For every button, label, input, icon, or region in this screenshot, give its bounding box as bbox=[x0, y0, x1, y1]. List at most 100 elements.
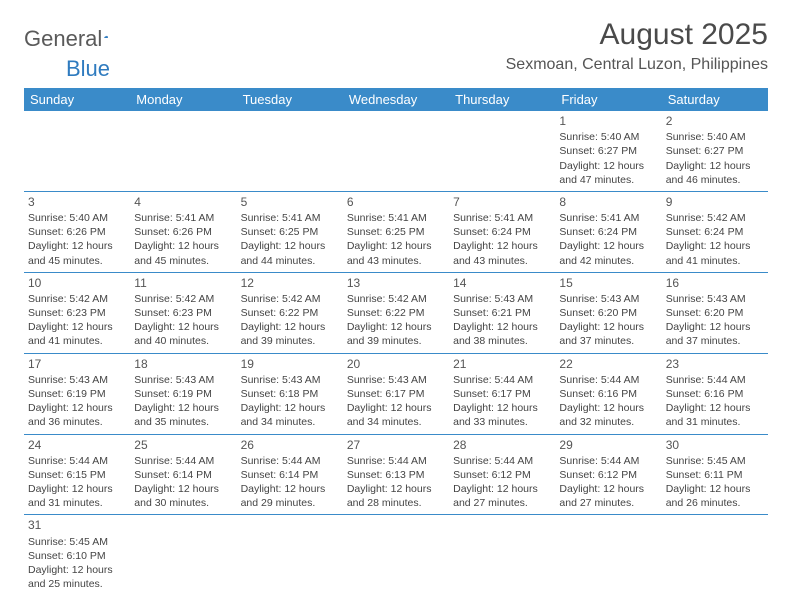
calendar-week-row: 24 Sunrise: 5:44 AM Sunset: 6:15 PM Dayligh… bbox=[24, 434, 768, 515]
cell-line-sunset: Sunset: 6:26 PM bbox=[28, 225, 126, 239]
day-number: 9 bbox=[666, 194, 764, 210]
cell-line-sunrise: Sunrise: 5:42 AM bbox=[241, 292, 339, 306]
cell-line-sunset: Sunset: 6:25 PM bbox=[347, 225, 445, 239]
calendar-cell: 22Sunrise: 5:44 AMSunset: 6:16 PMDayligh… bbox=[555, 353, 661, 434]
cell-line-sunset: Sunset: 6:19 PM bbox=[28, 387, 126, 401]
cell-line-sunrise: Sunrise: 5:40 AM bbox=[666, 130, 764, 144]
cell-line-day2: and 38 minutes. bbox=[453, 334, 551, 348]
cell-line-sunset: Sunset: 6:24 PM bbox=[453, 225, 551, 239]
cell-line-sunset: Sunset: 6:13 PM bbox=[347, 468, 445, 482]
calendar-cell: 3Sunrise: 5:40 AMSunset: 6:26 PMDaylight… bbox=[24, 191, 130, 272]
cell-line-day2: and 47 minutes. bbox=[559, 173, 657, 187]
cell-line-sunrise: Sunrise: 5:43 AM bbox=[453, 292, 551, 306]
day-header: Wednesday bbox=[343, 88, 449, 111]
cell-line-sunset: Sunset: 6:24 PM bbox=[559, 225, 657, 239]
day-number: 23 bbox=[666, 356, 764, 372]
flag-icon bbox=[104, 29, 108, 45]
cell-line-day2: and 28 minutes. bbox=[347, 496, 445, 510]
cell-line-sunset: Sunset: 6:15 PM bbox=[28, 468, 126, 482]
month-title: August 2025 bbox=[506, 18, 768, 52]
cell-line-day1: Daylight: 12 hours bbox=[134, 320, 232, 334]
cell-line-day2: and 25 minutes. bbox=[28, 577, 126, 591]
calendar-cell: 1Sunrise: 5:40 AMSunset: 6:27 PMDaylight… bbox=[555, 111, 661, 191]
day-number: 24 bbox=[28, 437, 126, 453]
cell-line-day2: and 41 minutes. bbox=[666, 254, 764, 268]
calendar-week-row: 3Sunrise: 5:40 AMSunset: 6:26 PMDaylight… bbox=[24, 191, 768, 272]
cell-line-day2: and 37 minutes. bbox=[559, 334, 657, 348]
cell-line-sunset: Sunset: 6:19 PM bbox=[134, 387, 232, 401]
day-number: 21 bbox=[453, 356, 551, 372]
cell-line-day1: Daylight: 12 hours bbox=[666, 239, 764, 253]
day-number: 5 bbox=[241, 194, 339, 210]
cell-line-day1: Daylight: 12 hours bbox=[666, 482, 764, 496]
calendar-cell bbox=[343, 111, 449, 191]
cell-line-day2: and 34 minutes. bbox=[347, 415, 445, 429]
calendar-cell: 16Sunrise: 5:43 AMSunset: 6:20 PMDayligh… bbox=[662, 272, 768, 353]
calendar-cell: 28Sunrise: 5:44 AMSunset: 6:12 PMDayligh… bbox=[449, 434, 555, 515]
calendar-cell: 8Sunrise: 5:41 AMSunset: 6:24 PMDaylight… bbox=[555, 191, 661, 272]
cell-line-day2: and 35 minutes. bbox=[134, 415, 232, 429]
cell-line-day1: Daylight: 12 hours bbox=[134, 239, 232, 253]
calendar-cell bbox=[24, 111, 130, 191]
day-number: 18 bbox=[134, 356, 232, 372]
day-number: 15 bbox=[559, 275, 657, 291]
cell-line-day2: and 43 minutes. bbox=[453, 254, 551, 268]
day-number: 3 bbox=[28, 194, 126, 210]
calendar-cell: 11Sunrise: 5:42 AMSunset: 6:23 PMDayligh… bbox=[130, 272, 236, 353]
cell-line-day1: Daylight: 12 hours bbox=[559, 401, 657, 415]
cell-line-day1: Daylight: 12 hours bbox=[134, 482, 232, 496]
calendar-cell bbox=[555, 515, 661, 595]
day-number: 26 bbox=[241, 437, 339, 453]
calendar-cell: 31Sunrise: 5:45 AMSunset: 6:10 PMDayligh… bbox=[24, 515, 130, 595]
day-header: Thursday bbox=[449, 88, 555, 111]
day-header: Friday bbox=[555, 88, 661, 111]
cell-line-day1: Daylight: 12 hours bbox=[28, 239, 126, 253]
cell-line-sunset: Sunset: 6:20 PM bbox=[666, 306, 764, 320]
cell-line-sunrise: Sunrise: 5:44 AM bbox=[453, 373, 551, 387]
cell-line-day1: Daylight: 12 hours bbox=[559, 482, 657, 496]
cell-line-day1: Daylight: 12 hours bbox=[134, 401, 232, 415]
cell-line-sunset: Sunset: 6:22 PM bbox=[347, 306, 445, 320]
day-header: Sunday bbox=[24, 88, 130, 111]
day-header: Monday bbox=[130, 88, 236, 111]
calendar-cell bbox=[343, 515, 449, 595]
cell-line-sunset: Sunset: 6:12 PM bbox=[453, 468, 551, 482]
cell-line-sunset: Sunset: 6:27 PM bbox=[559, 144, 657, 158]
cell-line-sunset: Sunset: 6:18 PM bbox=[241, 387, 339, 401]
cell-line-day2: and 45 minutes. bbox=[134, 254, 232, 268]
cell-line-sunset: Sunset: 6:17 PM bbox=[453, 387, 551, 401]
cell-line-day2: and 39 minutes. bbox=[241, 334, 339, 348]
cell-line-day2: and 46 minutes. bbox=[666, 173, 764, 187]
cell-line-day1: Daylight: 12 hours bbox=[347, 401, 445, 415]
cell-line-sunrise: Sunrise: 5:43 AM bbox=[134, 373, 232, 387]
calendar-cell: 23Sunrise: 5:44 AMSunset: 6:16 PMDayligh… bbox=[662, 353, 768, 434]
cell-line-sunset: Sunset: 6:14 PM bbox=[134, 468, 232, 482]
cell-line-sunset: Sunset: 6:16 PM bbox=[559, 387, 657, 401]
cell-line-day2: and 39 minutes. bbox=[347, 334, 445, 348]
day-number: 4 bbox=[134, 194, 232, 210]
cell-line-sunrise: Sunrise: 5:44 AM bbox=[347, 454, 445, 468]
cell-line-day1: Daylight: 12 hours bbox=[347, 482, 445, 496]
cell-line-sunrise: Sunrise: 5:44 AM bbox=[241, 454, 339, 468]
cell-line-sunrise: Sunrise: 5:43 AM bbox=[28, 373, 126, 387]
cell-line-sunrise: Sunrise: 5:44 AM bbox=[666, 373, 764, 387]
calendar-cell: 20Sunrise: 5:43 AMSunset: 6:17 PMDayligh… bbox=[343, 353, 449, 434]
cell-line-day2: and 43 minutes. bbox=[347, 254, 445, 268]
cell-line-sunrise: Sunrise: 5:45 AM bbox=[28, 535, 126, 549]
cell-line-day1: Daylight: 12 hours bbox=[241, 482, 339, 496]
cell-line-day2: and 41 minutes. bbox=[28, 334, 126, 348]
day-number: 2 bbox=[666, 113, 764, 129]
calendar-cell: 27Sunrise: 5:44 AMSunset: 6:13 PMDayligh… bbox=[343, 434, 449, 515]
cell-line-day1: Daylight: 12 hours bbox=[28, 563, 126, 577]
cell-line-sunset: Sunset: 6:10 PM bbox=[28, 549, 126, 563]
calendar-cell bbox=[237, 515, 343, 595]
day-header: Saturday bbox=[662, 88, 768, 111]
day-number: 29 bbox=[559, 437, 657, 453]
cell-line-sunrise: Sunrise: 5:43 AM bbox=[347, 373, 445, 387]
cell-line-sunrise: Sunrise: 5:41 AM bbox=[241, 211, 339, 225]
day-number: 27 bbox=[347, 437, 445, 453]
calendar-cell: 6Sunrise: 5:41 AMSunset: 6:25 PMDaylight… bbox=[343, 191, 449, 272]
calendar-cell bbox=[130, 515, 236, 595]
calendar-cell bbox=[130, 111, 236, 191]
calendar-table: Sunday Monday Tuesday Wednesday Thursday… bbox=[24, 88, 768, 595]
